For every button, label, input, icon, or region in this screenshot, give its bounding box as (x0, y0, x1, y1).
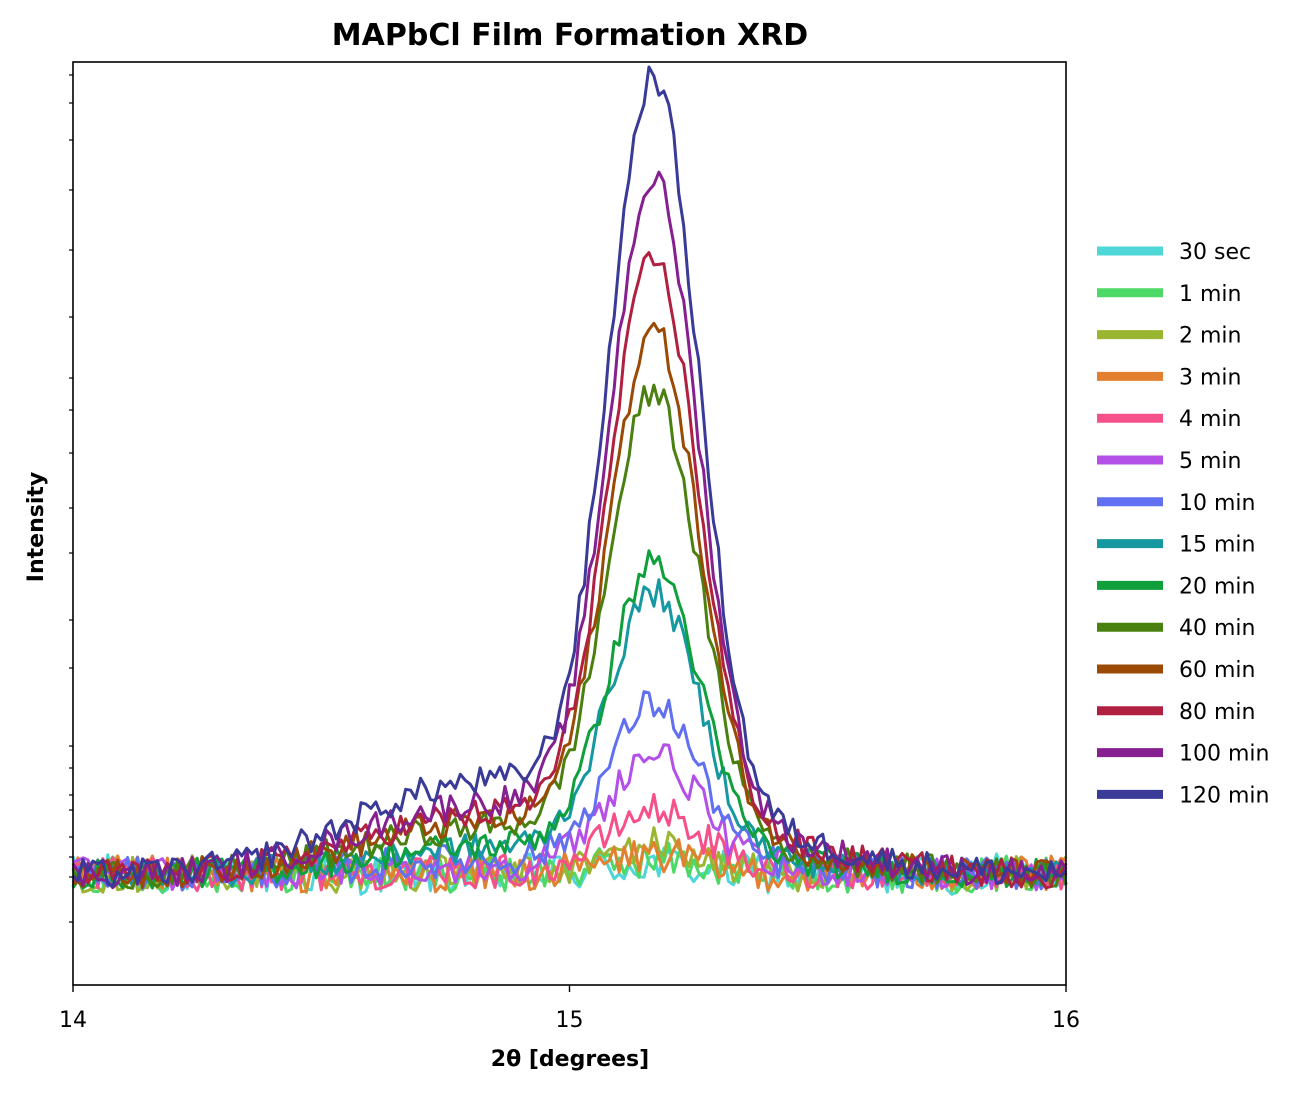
x-tick-label: 15 (556, 1008, 584, 1033)
legend-label: 40 min (1179, 616, 1255, 641)
legend-label: 80 min (1179, 700, 1255, 725)
legend-label: 5 min (1179, 449, 1241, 474)
y-axis-ticks (69, 74, 73, 923)
legend-label: 15 min (1179, 533, 1255, 558)
legend-label: 120 min (1179, 783, 1269, 808)
legend-label: 20 min (1179, 574, 1255, 599)
x-axis-label: 2θ [degrees] (491, 1047, 649, 1072)
x-axis-ticks: 14 15 16 (59, 985, 1080, 1033)
legend: 30 sec 1 min 2 min 3 min 4 min 5 min 10 min 15 … (1097, 240, 1269, 808)
series-line (71, 578, 1068, 889)
legend-label: 60 min (1179, 658, 1255, 683)
legend-label: 2 min (1179, 324, 1241, 349)
legend-label: 100 min (1179, 742, 1269, 767)
series-line (71, 65, 1068, 888)
plot-frame (72, 61, 1067, 986)
chart-title: MAPbCl Film Formation XRD (332, 18, 808, 53)
legend-label: 1 min (1179, 282, 1241, 307)
series-layer (71, 65, 1068, 896)
legend-label: 4 min (1179, 407, 1241, 432)
legend-label: 30 sec (1179, 240, 1251, 265)
legend-label: 3 min (1179, 365, 1241, 390)
y-axis-label: Intensity (24, 472, 49, 582)
x-tick-label: 14 (59, 1008, 87, 1033)
series-line (72, 251, 1068, 890)
series-line (71, 170, 1068, 890)
legend-label: 10 min (1179, 491, 1255, 516)
x-tick-label: 16 (1052, 1008, 1080, 1033)
